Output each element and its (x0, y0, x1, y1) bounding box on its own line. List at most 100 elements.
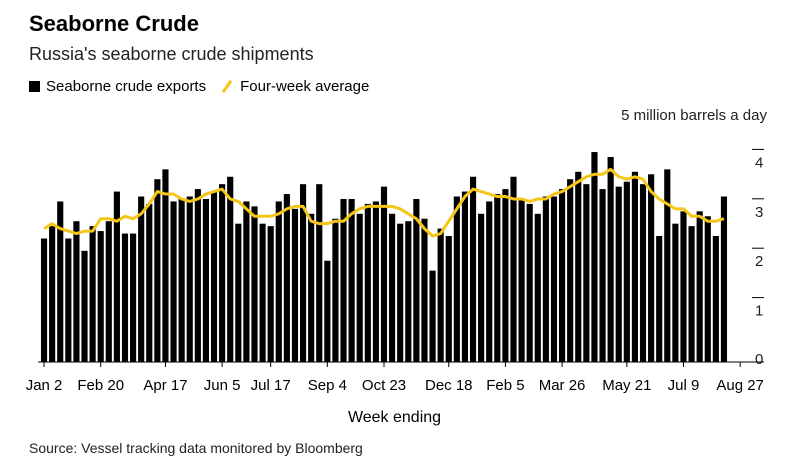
bar (170, 201, 177, 362)
bar (429, 270, 436, 362)
bar (138, 196, 145, 362)
bar (219, 184, 226, 362)
y-tick-label: 4 (755, 154, 763, 171)
bar (73, 221, 80, 362)
y-tick-label: 3 (755, 204, 763, 221)
bar (332, 218, 339, 362)
bar (413, 198, 420, 362)
y-tick-label: 2 (755, 253, 763, 270)
bar (267, 226, 274, 362)
bar (672, 223, 679, 362)
bar (558, 189, 566, 362)
x-tick-label: May 21 (602, 377, 651, 394)
bar (526, 203, 533, 362)
bar (162, 169, 169, 362)
bar (518, 198, 525, 362)
chart-subtitle: Russia's seaborne crude shipments (29, 44, 314, 64)
bar (243, 201, 250, 362)
bar (49, 226, 56, 362)
bar (146, 203, 153, 362)
x-tick-label: Oct 23 (362, 377, 406, 394)
bar (316, 184, 323, 362)
x-tick-label: Dec 18 (425, 377, 473, 394)
bar (405, 221, 412, 362)
bar (575, 171, 582, 362)
bar (194, 189, 201, 362)
bar (113, 191, 120, 362)
bar (97, 231, 104, 362)
bar (510, 176, 517, 362)
bar (656, 236, 663, 362)
x-axis-label: Week ending (347, 409, 442, 426)
bar (291, 208, 299, 362)
x-tick-label: Jul 9 (668, 377, 700, 394)
bar (210, 191, 218, 362)
legend: Seaborne crude exports Four-week average (29, 78, 369, 95)
x-tick-label: Apr 17 (143, 377, 187, 394)
bar (356, 213, 363, 362)
x-tick-label: Jul 17 (251, 377, 291, 394)
bar (696, 211, 703, 362)
bar (437, 228, 444, 362)
bar (704, 216, 711, 362)
average-line (43, 167, 725, 238)
bar (81, 250, 88, 362)
bar (648, 174, 655, 362)
bar (283, 194, 290, 362)
bar (664, 169, 671, 362)
bar (720, 196, 728, 362)
y-tick-label: 1 (755, 303, 763, 320)
bar (154, 179, 161, 362)
source-note: Source: Vessel tracking data monitored b… (29, 440, 363, 456)
bar (178, 198, 185, 362)
bar (639, 184, 647, 362)
bar (461, 191, 469, 362)
bar (591, 152, 598, 362)
x-tick-label: Jan 2 (26, 377, 63, 394)
bar (275, 201, 282, 362)
bar (712, 236, 719, 362)
bar (121, 233, 129, 362)
bar (259, 223, 266, 362)
bar (478, 213, 485, 362)
bar (340, 198, 347, 362)
bar (494, 194, 501, 362)
bar (235, 223, 242, 362)
bar (599, 189, 606, 362)
bar (486, 201, 493, 362)
bar (186, 196, 193, 362)
bar (550, 196, 558, 362)
x-tick-label: Mar 26 (539, 377, 586, 394)
x-tick-label: Jun 5 (204, 377, 241, 394)
chart-title: Seaborne Crude (29, 11, 199, 36)
bar (89, 226, 96, 362)
bar (299, 184, 307, 362)
bar (57, 201, 64, 362)
bar (348, 198, 355, 362)
bar (202, 198, 209, 362)
bar (502, 189, 509, 362)
bar (567, 179, 574, 362)
bar (542, 196, 549, 362)
bar (680, 211, 687, 362)
bar (615, 186, 622, 362)
bar (631, 171, 638, 362)
legend-line-label: Four-week average (240, 78, 370, 95)
bar (583, 184, 590, 362)
bar (623, 181, 630, 362)
legend-bars-label: Seaborne crude exports (46, 78, 207, 95)
bar (445, 236, 452, 362)
bar (688, 226, 695, 362)
legend-bar-swatch (29, 81, 40, 92)
bar (65, 238, 72, 362)
bar (324, 260, 331, 362)
bar (308, 213, 315, 362)
bar (534, 213, 541, 362)
bar (130, 233, 137, 362)
bar (40, 238, 48, 362)
bar (105, 221, 112, 362)
bar (372, 201, 379, 362)
bar (469, 176, 477, 362)
x-tick-label: Aug 27 (716, 377, 764, 394)
